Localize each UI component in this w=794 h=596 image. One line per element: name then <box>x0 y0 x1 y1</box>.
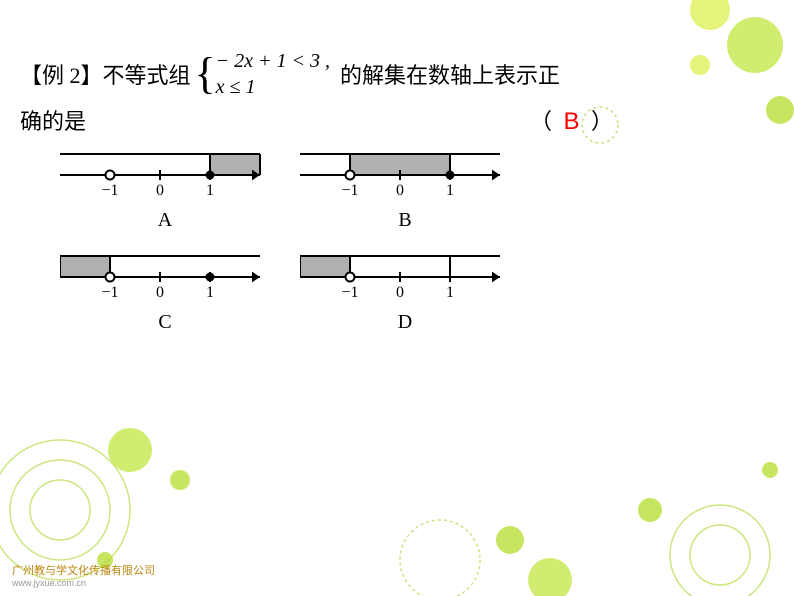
svg-text:0: 0 <box>396 284 404 301</box>
diagram-B: −1 0 1 B <box>300 140 510 232</box>
diagram-label-C: C <box>60 311 270 334</box>
equation-1: − 2x + 1 < 3 , <box>216 48 330 74</box>
diagram-label-A: A <box>60 209 270 232</box>
equation-2: x ≤ 1 <box>216 74 330 100</box>
svg-text:0: 0 <box>156 182 164 199</box>
answer-group: （ B ） <box>530 104 613 136</box>
inequality-system: { − 2x + 1 < 3 , x ≤ 1 <box>195 48 331 100</box>
diagram-D: −1 0 1 D <box>300 242 510 334</box>
svg-text:0: 0 <box>156 284 164 301</box>
footer-url: www.jyxue.com.cn <box>12 578 155 588</box>
svg-text:1: 1 <box>446 284 454 301</box>
footer: 广州教与学文化传播有限公司 www.jyxue.com.cn <box>12 562 155 588</box>
svg-text:−1: −1 <box>341 284 358 301</box>
diagram-C: −1 0 1 C <box>60 242 270 334</box>
diagram-area: −1 0 1 A −1 0 1 B −1 0 1 C −1 0 1 D <box>60 140 540 344</box>
question-line-2: 确的是 <box>20 104 86 136</box>
diagram-label-B: B <box>300 209 510 232</box>
diagram-label-D: D <box>300 311 510 334</box>
brace-icon: { <box>195 52 216 96</box>
slide: 【例 2】 不等式组 { − 2x + 1 < 3 , x ≤ 1 的解集在数轴… <box>0 0 794 596</box>
question-line-1: 【例 2】 不等式组 { − 2x + 1 < 3 , x ≤ 1 的解集在数轴… <box>20 48 560 100</box>
question-part1: 不等式组 <box>103 58 191 90</box>
answer-text: B <box>564 108 580 135</box>
svg-text:1: 1 <box>206 182 214 199</box>
svg-text:1: 1 <box>206 284 214 301</box>
svg-text:−1: −1 <box>101 284 118 301</box>
example-label: 【例 2】 <box>20 58 103 90</box>
svg-text:1: 1 <box>446 182 454 199</box>
svg-text:0: 0 <box>396 182 404 199</box>
paren-open: （ <box>530 109 552 134</box>
question-part2: 的解集在数轴上表示正 <box>340 58 560 90</box>
diagram-A: −1 0 1 A <box>60 140 270 232</box>
paren-close: ） <box>591 109 613 134</box>
svg-text:−1: −1 <box>101 182 118 199</box>
footer-company: 广州教与学文化传播有限公司 <box>12 562 155 578</box>
svg-text:−1: −1 <box>341 182 358 199</box>
